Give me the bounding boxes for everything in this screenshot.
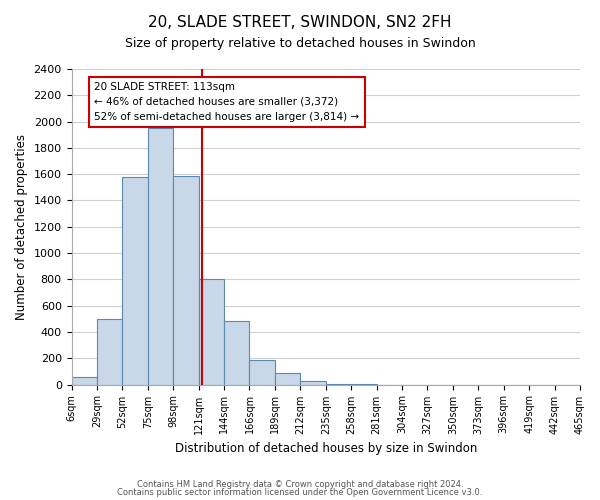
Bar: [71, 378, 97, 384]
Text: 20 SLADE STREET: 113sqm
← 46% of detached houses are smaller (3,372)
52% of semi: 20 SLADE STREET: 113sqm ← 46% of detache…: [94, 82, 359, 122]
X-axis label: Distribution of detached houses by size in Swindon: Distribution of detached houses by size …: [175, 442, 477, 455]
Bar: [173, 176, 199, 384]
Bar: [122, 177, 148, 384]
Y-axis label: Number of detached properties: Number of detached properties: [15, 134, 28, 320]
Bar: [199, 280, 224, 384]
Text: Contains public sector information licensed under the Open Government Licence v3: Contains public sector information licen…: [118, 488, 482, 497]
Text: Size of property relative to detached houses in Swindon: Size of property relative to detached ho…: [125, 38, 475, 51]
Bar: [250, 360, 275, 384]
Bar: [148, 128, 173, 384]
Bar: [275, 372, 301, 384]
Bar: [301, 380, 326, 384]
Text: 20, SLADE STREET, SWINDON, SN2 2FH: 20, SLADE STREET, SWINDON, SN2 2FH: [148, 15, 452, 30]
Text: Contains HM Land Registry data © Crown copyright and database right 2024.: Contains HM Land Registry data © Crown c…: [137, 480, 463, 489]
Bar: [224, 322, 250, 384]
Bar: [97, 319, 122, 384]
